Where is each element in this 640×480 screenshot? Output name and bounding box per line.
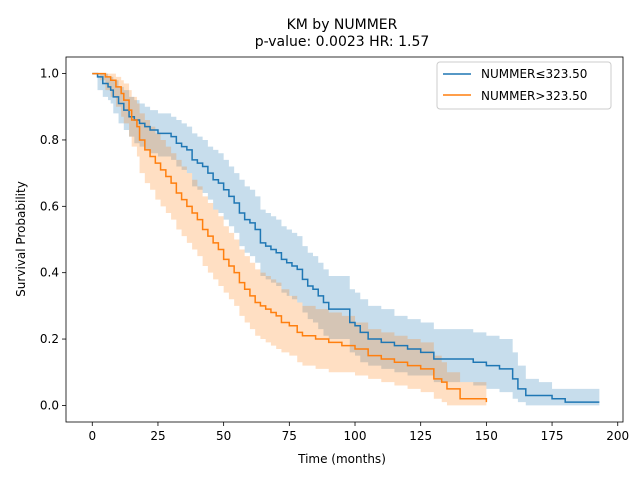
x-tick-label: 0 <box>88 429 96 443</box>
survival-line-series-1 <box>92 72 600 403</box>
x-tick-label: 50 <box>216 429 231 443</box>
x-tick-label: 175 <box>541 429 564 443</box>
y-tick-label: 0.8 <box>40 133 59 147</box>
survival-line-series-2 <box>92 72 488 403</box>
y-axis-ticks: 0.0 0.2 0.4 0.6 0.8 1.0 <box>40 67 66 412</box>
confidence-band-series-1 <box>92 73 600 406</box>
axes <box>65 56 624 423</box>
y-tick-label: 0.2 <box>40 332 59 346</box>
confidence-band-series-2 <box>92 73 487 406</box>
legend-label-series-2: NUMMER>323.50 <box>481 89 587 103</box>
legend: NUMMER≤323.50 NUMMER>323.50 <box>436 61 612 110</box>
y-axis-label: Survival Probability <box>14 181 28 297</box>
x-axis-label: Time (months) <box>297 452 386 466</box>
legend-box <box>436 61 612 110</box>
y-tick-label: 1.0 <box>40 67 59 81</box>
y-tick-label: 0.6 <box>40 199 59 213</box>
y-tick-label: 0.0 <box>40 398 59 412</box>
x-tick-label: 150 <box>475 429 498 443</box>
survival-curves <box>92 72 600 403</box>
chart-subtitle: p-value: 0.0023 HR: 1.57 <box>255 34 430 50</box>
confidence-bands <box>92 73 600 406</box>
x-axis-ticks: 0 25 50 75 100 125 150 175 200 <box>88 422 629 443</box>
x-tick-label: 100 <box>344 429 367 443</box>
x-tick-label: 200 <box>606 429 629 443</box>
x-tick-label: 75 <box>282 429 297 443</box>
x-tick-label: 25 <box>150 429 165 443</box>
plot-frame <box>65 56 624 423</box>
y-tick-label: 0.4 <box>40 266 59 280</box>
legend-label-series-1: NUMMER≤323.50 <box>481 67 587 81</box>
chart-title: KM by NUMMER <box>287 17 398 33</box>
x-tick-label: 125 <box>409 429 432 443</box>
